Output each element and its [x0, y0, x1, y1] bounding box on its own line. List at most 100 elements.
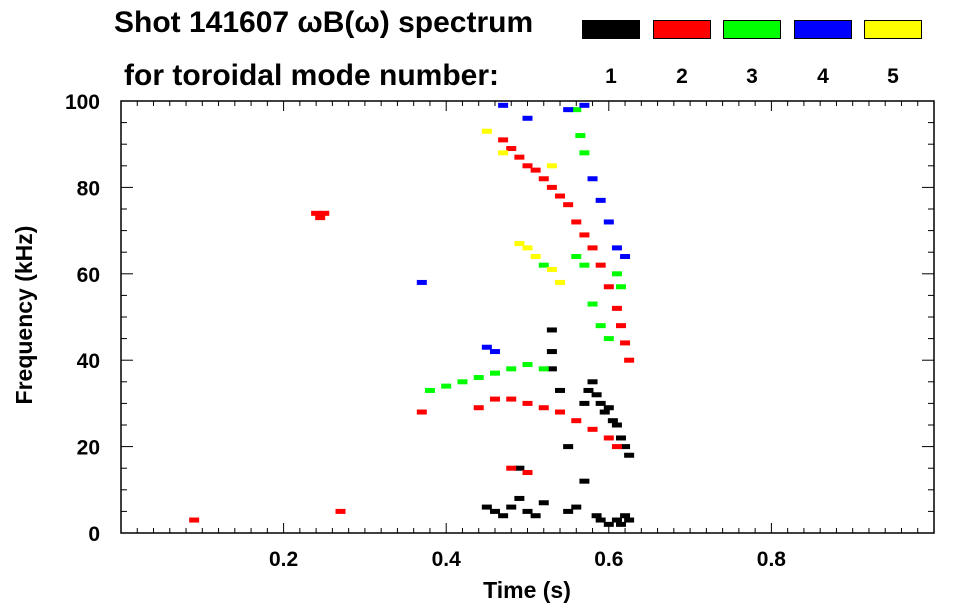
spectrum-point — [538, 366, 549, 372]
spectrum-point — [506, 146, 517, 152]
y-tick-label: 20 — [77, 437, 100, 460]
series-n2 — [189, 137, 635, 523]
legend-label-n1: 1 — [605, 65, 617, 88]
spectrum-point — [579, 232, 590, 238]
axis-ticks — [121, 100, 934, 534]
spectrum-point — [530, 513, 541, 519]
legend-swatch-n4 — [794, 20, 852, 39]
y-tick-label: 40 — [77, 350, 100, 373]
spectrum-point — [620, 254, 631, 260]
spectrum-point — [514, 495, 525, 501]
spectrum-point — [571, 418, 582, 424]
spectrum-point — [624, 357, 635, 363]
spectrum-point — [514, 154, 525, 160]
spectrum-point — [615, 284, 626, 290]
spectrum-point — [624, 517, 635, 523]
x-tick-label: 0.6 — [594, 548, 623, 571]
legend-label-n2: 2 — [676, 65, 688, 88]
spectrum-point — [489, 396, 500, 402]
spectrum-point — [489, 370, 500, 376]
spectrum-point — [506, 366, 517, 372]
spectrum-point — [522, 400, 533, 406]
spectrum-point — [189, 517, 200, 523]
spectrum-point — [611, 422, 622, 428]
spectrum-point — [571, 219, 582, 225]
x-tick-label: 0.4 — [432, 548, 462, 571]
y-tick-label: 60 — [77, 264, 100, 287]
spectrum-point — [522, 508, 533, 514]
spectrum-point — [473, 405, 484, 411]
legend-swatch-n1 — [582, 20, 640, 39]
spectrum-point — [481, 128, 492, 134]
chart-title-line2: for toroidal mode number: — [124, 59, 499, 92]
spectrum-point — [506, 396, 517, 402]
spectrum-point — [595, 517, 606, 523]
spectrum-point — [555, 193, 566, 199]
spectrum-point — [603, 284, 614, 290]
spectrum-point — [546, 349, 557, 355]
spectrum-point — [587, 301, 598, 307]
spectrum-point — [522, 115, 533, 121]
spectrum-point — [555, 409, 566, 415]
spectrum-point — [335, 508, 346, 514]
spectrum-point — [587, 426, 598, 432]
spectrum-point — [603, 336, 614, 342]
spectrum-point — [591, 513, 602, 519]
spectrum-point — [591, 392, 602, 398]
tick-labels: 0.2 0.4 0.6 0.8 0 20 40 60 80 100 — [65, 91, 786, 571]
spectrum-point — [587, 176, 598, 182]
spectrum-point — [481, 504, 492, 510]
spectrum-point — [546, 184, 557, 190]
spectrum-point — [546, 327, 557, 333]
series-n5 — [481, 128, 566, 285]
spectrum-point — [563, 444, 574, 450]
spectrum-point — [538, 405, 549, 411]
spectrum-point — [579, 478, 590, 484]
spectrum-point — [457, 379, 468, 385]
spectrum-point — [583, 387, 594, 393]
spectrum-point — [546, 163, 557, 169]
spectrum-point — [563, 107, 574, 113]
spectrum-point — [522, 245, 533, 251]
spectrum-point — [546, 266, 557, 272]
spectrum-point — [611, 517, 622, 523]
spectrum-point — [315, 215, 326, 221]
spectrum-point — [620, 444, 631, 450]
chart-title-line1: Shot 141607 ωB(ω) spectrum — [114, 6, 534, 39]
spectrum-point — [571, 254, 582, 260]
spectrum-point — [603, 219, 614, 225]
spectrum-point — [441, 383, 452, 389]
spectrum-point — [506, 504, 517, 510]
spectrum-point — [473, 374, 484, 380]
spectrum-point — [514, 465, 525, 471]
spectrum-point — [563, 508, 574, 514]
spectrum-point — [546, 366, 557, 372]
spectrum-point — [579, 262, 590, 268]
spectrum-point — [595, 323, 606, 329]
spectrum-point — [615, 435, 626, 441]
spectrum-point — [595, 197, 606, 203]
y-axis-label: Frequency (kHz) — [11, 226, 37, 405]
spectrum-point — [489, 508, 500, 514]
spectrum-point — [498, 513, 509, 519]
spectrum-point — [424, 387, 435, 393]
y-tick-label: 0 — [88, 523, 100, 546]
y-tick-label: 80 — [77, 177, 100, 200]
spectrum-point — [563, 202, 574, 208]
spectrum-point — [416, 279, 427, 285]
legend-swatch-n2 — [653, 20, 711, 39]
spectrum-point — [416, 409, 427, 415]
spectrum-point — [607, 418, 618, 424]
spectrum-point — [611, 444, 622, 450]
spectrum-point — [611, 245, 622, 251]
legend-swatch-n5 — [864, 20, 922, 39]
spectrum-point — [579, 400, 590, 406]
legend-label-n3: 3 — [746, 65, 758, 88]
spectrum-point — [595, 262, 606, 268]
spectrum-point — [611, 271, 622, 277]
spectrum-point — [538, 500, 549, 506]
spectrum-point — [514, 241, 525, 247]
spectrum-point — [530, 254, 541, 260]
spectrum-point — [620, 340, 631, 346]
